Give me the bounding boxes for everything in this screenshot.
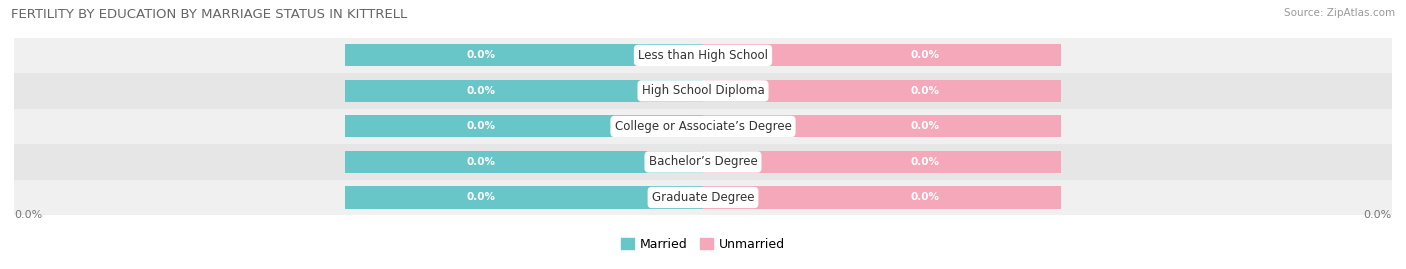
Text: 0.0%: 0.0% xyxy=(911,50,939,60)
Bar xyxy=(14,109,1392,144)
Text: College or Associate’s Degree: College or Associate’s Degree xyxy=(614,120,792,133)
Text: 0.0%: 0.0% xyxy=(467,86,495,96)
Bar xyxy=(344,115,703,137)
Bar xyxy=(344,186,703,208)
Bar xyxy=(14,38,1392,73)
Bar xyxy=(14,73,1392,109)
Text: High School Diploma: High School Diploma xyxy=(641,84,765,97)
Text: Source: ZipAtlas.com: Source: ZipAtlas.com xyxy=(1284,8,1395,18)
Bar xyxy=(703,80,1062,102)
Text: 0.0%: 0.0% xyxy=(1364,210,1392,220)
Text: Bachelor’s Degree: Bachelor’s Degree xyxy=(648,155,758,168)
Text: 0.0%: 0.0% xyxy=(911,193,939,203)
Text: 0.0%: 0.0% xyxy=(467,50,495,60)
Text: 0.0%: 0.0% xyxy=(467,193,495,203)
Text: 0.0%: 0.0% xyxy=(14,210,42,220)
Text: 0.0%: 0.0% xyxy=(911,86,939,96)
Bar xyxy=(344,80,703,102)
Text: 0.0%: 0.0% xyxy=(467,157,495,167)
Text: FERTILITY BY EDUCATION BY MARRIAGE STATUS IN KITTRELL: FERTILITY BY EDUCATION BY MARRIAGE STATU… xyxy=(11,8,408,21)
Text: Graduate Degree: Graduate Degree xyxy=(652,191,754,204)
Bar xyxy=(703,44,1062,66)
Bar xyxy=(344,44,703,66)
Text: 0.0%: 0.0% xyxy=(911,121,939,132)
Bar xyxy=(703,186,1062,208)
Legend: Married, Unmarried: Married, Unmarried xyxy=(616,233,790,256)
Bar xyxy=(703,115,1062,137)
Bar xyxy=(14,144,1392,180)
Text: Less than High School: Less than High School xyxy=(638,49,768,62)
Bar xyxy=(703,151,1062,173)
Bar xyxy=(14,180,1392,215)
Text: 0.0%: 0.0% xyxy=(911,157,939,167)
Text: 0.0%: 0.0% xyxy=(467,121,495,132)
Bar xyxy=(344,151,703,173)
